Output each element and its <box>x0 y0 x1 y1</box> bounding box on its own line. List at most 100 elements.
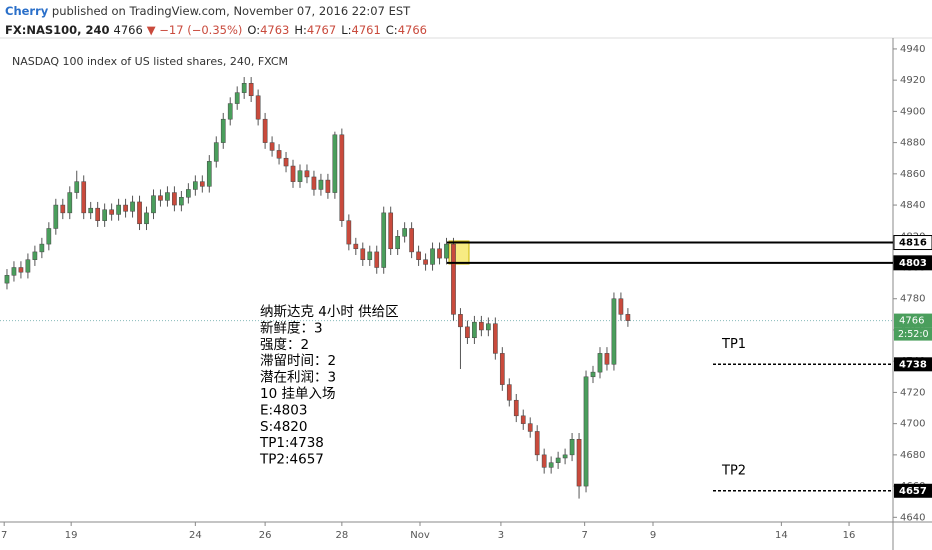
x-tick-label: 3 <box>498 530 504 541</box>
annotation-line: 10 挂单入场 <box>260 386 335 402</box>
annotation-line: 新鲜度：3 <box>260 320 323 336</box>
candle-body <box>18 267 24 273</box>
candle-body <box>32 251 38 260</box>
candle-body <box>116 204 121 215</box>
x-tick-label: 26 <box>259 530 272 541</box>
candle-body <box>199 181 205 187</box>
candle-body <box>130 201 135 212</box>
y-tick-label: 4640 <box>900 512 925 523</box>
candle-body <box>67 192 73 214</box>
candle-body <box>402 228 407 237</box>
x-tick-label: 19 <box>65 530 78 541</box>
candle-body <box>520 415 526 424</box>
candle-body <box>304 170 310 178</box>
candle-body <box>562 454 568 459</box>
author: Cherry <box>5 4 49 18</box>
price-marker <box>894 483 932 498</box>
candle-body <box>583 376 589 487</box>
price-marker-label: 4803 <box>899 258 927 269</box>
ohlc-value: 4761 <box>352 23 381 37</box>
x-tick-label: 28 <box>335 530 348 541</box>
candle-body <box>604 353 610 365</box>
candle-body <box>53 204 59 229</box>
candle-body <box>60 204 66 214</box>
candle-body <box>88 207 94 214</box>
candle-body <box>339 134 345 221</box>
price-marker <box>893 255 932 271</box>
symbol-line: FX:NAS100, 240 4766 ▼ −17 (−0.35%) O:4763 H:… <box>5 23 427 37</box>
candle-body <box>597 353 603 373</box>
candle-body <box>486 323 491 331</box>
candle-body <box>611 298 617 365</box>
candle-body <box>555 457 561 463</box>
candle-body <box>625 314 631 321</box>
price-marker-label: 4738 <box>899 359 927 370</box>
annotation-line: 滞留时间：2 <box>260 353 336 369</box>
candle-body <box>269 142 275 151</box>
candle-body <box>318 179 324 190</box>
annotation-line: E:4803 <box>260 402 307 418</box>
last-price-marker <box>894 313 932 328</box>
countdown: 2:52:0 <box>898 329 929 340</box>
x-tick-label: 7 <box>581 530 587 541</box>
y-tick-label: 4860 <box>900 169 925 180</box>
candle-body <box>144 212 149 225</box>
candle-body <box>311 176 317 190</box>
candle-body <box>151 195 156 214</box>
candle-body <box>416 251 421 260</box>
ohlc-label: H: <box>294 23 307 37</box>
countdown-box <box>894 327 932 341</box>
annotation-line: 纳斯达克 4小时 供给区 <box>260 304 399 320</box>
candle-body <box>220 118 226 143</box>
candle-body <box>541 454 547 468</box>
price-marker <box>894 357 932 372</box>
candle-body <box>346 220 352 245</box>
target-name: TP2 <box>721 463 746 478</box>
candle-body <box>534 431 540 456</box>
candle-body <box>262 118 268 143</box>
candle-body <box>276 150 282 159</box>
y-tick-label: 4920 <box>900 75 925 86</box>
candle-body <box>332 134 338 193</box>
candle-body <box>423 259 428 265</box>
candle-body <box>430 248 435 265</box>
y-tick-label: 4720 <box>900 387 925 398</box>
x-tick-label: 24 <box>189 530 202 541</box>
candle-body <box>353 243 359 250</box>
candle-body <box>102 209 107 221</box>
candle-body <box>360 248 366 260</box>
candle-body <box>81 181 87 214</box>
candle-body <box>548 462 554 468</box>
candle-body <box>241 83 247 93</box>
symbol: FX:NAS100, 240 <box>5 23 110 37</box>
candle-body <box>374 251 380 268</box>
candle-body <box>576 439 582 487</box>
annotation-line: TP1:4738 <box>259 435 324 451</box>
candle-body <box>193 181 198 190</box>
annotation-line: 强度：2 <box>260 337 309 353</box>
y-tick-label: 4680 <box>900 450 925 461</box>
candle-body <box>213 142 219 162</box>
candle-body <box>290 165 296 182</box>
last-price-label: 4766 <box>899 316 924 327</box>
candle-body <box>172 192 177 206</box>
candle-body <box>74 181 80 193</box>
y-tick-label: 4780 <box>900 294 925 305</box>
candle-body <box>227 103 233 120</box>
candle-body <box>388 212 394 250</box>
candle-body <box>39 243 45 253</box>
x-tick-label: 9 <box>650 530 656 541</box>
candle-body <box>255 95 261 120</box>
candle-body <box>479 321 484 331</box>
price-marker <box>893 235 932 251</box>
candle-body <box>527 423 533 432</box>
candle-body <box>206 161 212 187</box>
candle-body <box>618 298 624 315</box>
candle-body <box>395 236 401 250</box>
candle-body <box>472 321 477 339</box>
ohlc-label: C: <box>386 23 398 37</box>
ohlc-label: O: <box>247 23 260 37</box>
candle-body <box>283 157 289 167</box>
candle-body <box>499 353 505 385</box>
